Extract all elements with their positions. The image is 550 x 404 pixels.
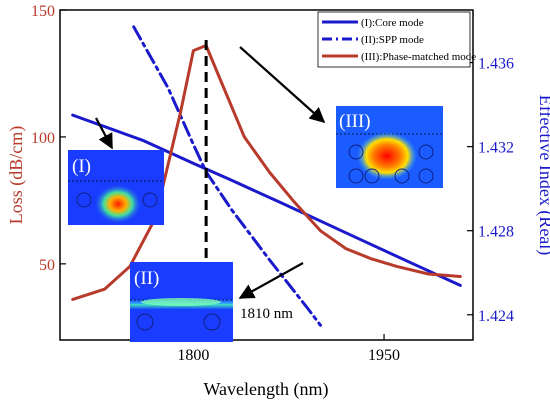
series-layer <box>71 25 462 327</box>
x-tick-label: 1950 <box>368 347 400 364</box>
inset-core-mode: (I) <box>68 150 164 225</box>
y-right-tick-label: 1.424 <box>478 308 514 325</box>
inset-label-iii: (III) <box>339 111 371 132</box>
tick-layer: 1800 1950 50 100 150 1.424 1.428 1.432 1.436 <box>31 3 514 364</box>
legend-label-spp-mode: (II):SPP mode <box>361 34 424 46</box>
y-right-tick-label: 1.436 <box>478 56 514 73</box>
y-axis-right-label: Effective Index (Real) <box>535 95 550 256</box>
x-tick-label: 1800 <box>177 347 209 364</box>
arrow-to-inset-iii <box>239 46 326 124</box>
y-left-tick-label: 50 <box>39 257 55 274</box>
series-line-core-mode <box>71 113 462 287</box>
y-left-tick-label: 100 <box>31 130 55 147</box>
annotation-1810nm: 1810 nm <box>240 306 293 322</box>
series-line-spp-mode <box>132 25 322 327</box>
legend-label-phase-matched-mode: (III):Phase-matched mode <box>361 51 476 63</box>
y-left-tick-label: 150 <box>31 3 55 20</box>
inset-label-i: (I) <box>72 156 91 177</box>
y-right-tick-label: 1.428 <box>478 224 514 241</box>
legend-label-core-mode: (I):Core mode <box>361 17 424 29</box>
y-right-tick-label: 1.432 <box>478 140 514 157</box>
y-axis-left-label: Loss (dB/cm) <box>6 126 27 225</box>
arrow-to-marker <box>238 262 304 299</box>
series-line-phase-matched-mode <box>71 44 462 301</box>
inset-label-ii: (II) <box>134 268 159 289</box>
x-axis-label: Wavelength (nm) <box>203 379 328 400</box>
inset-spp-mode: (II) <box>130 262 233 342</box>
legend: (I):Core mode (II):SPP mode (III):Phase-… <box>317 11 476 68</box>
arrow-to-inset-i <box>95 117 113 150</box>
inset-phase-matched-mode: (III) <box>336 106 443 188</box>
plot-frame <box>59 9 474 341</box>
